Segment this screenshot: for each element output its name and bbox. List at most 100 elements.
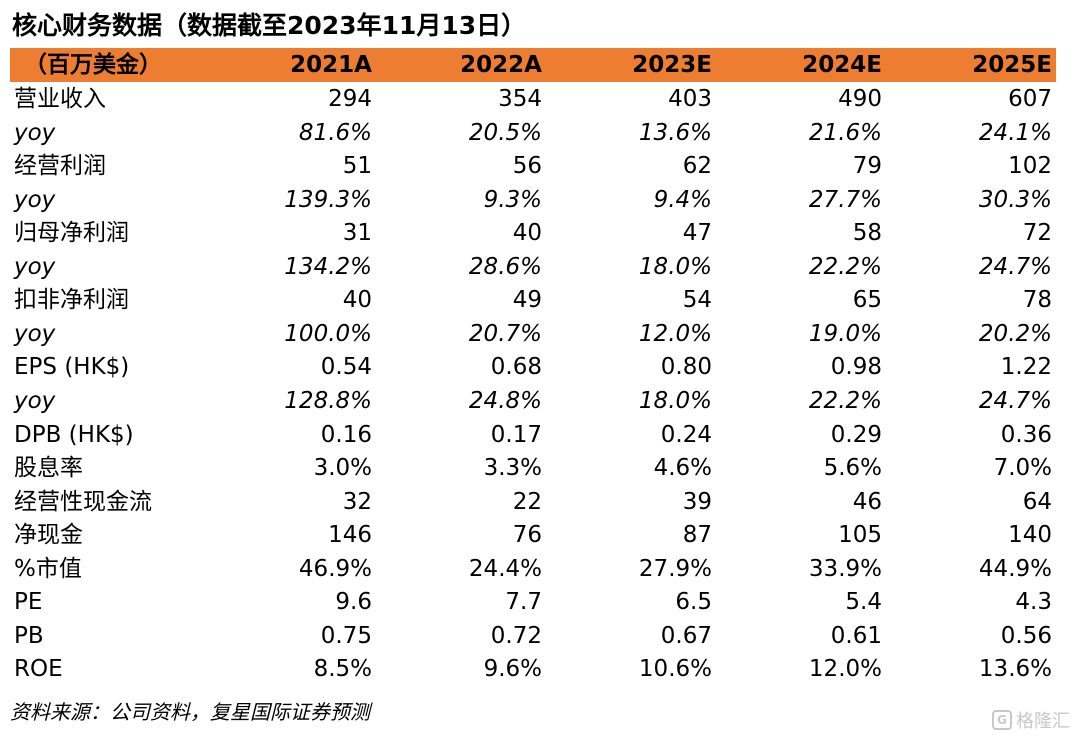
table-cell: 0.80: [660, 354, 712, 381]
table-cell: 403: [668, 86, 712, 112]
table-cell: 81.6%: [298, 119, 372, 146]
table-row-yoy: yoy 81.6% 20.5% 13.6% 21.6% 24.1%: [10, 116, 1056, 150]
table-row: 经营利润 51 56 62 79 102: [10, 149, 1056, 183]
watermark-logo-icon: G: [992, 710, 1012, 730]
table-cell: 49: [512, 287, 542, 314]
header-band: [10, 48, 1056, 82]
table-cell: 354: [498, 86, 542, 112]
table-cell: 13.6%: [638, 119, 712, 146]
table-cell: 20.7%: [468, 320, 542, 347]
column-header-2025e: 2025E: [972, 52, 1052, 78]
table-cell: 33.9%: [808, 555, 882, 582]
table-cell: 146: [328, 522, 372, 549]
table-cell: 100.0%: [284, 320, 372, 347]
table-cell: 0.29: [830, 421, 882, 448]
table-cell: 65: [852, 287, 882, 314]
table-cell: 4.6%: [653, 455, 712, 482]
table-cell: 0.36: [1000, 421, 1052, 448]
table-cell: 12.0%: [808, 656, 882, 683]
table-cell: 28.6%: [468, 253, 542, 280]
table-cell: 294: [328, 86, 372, 112]
table-cell: 9.4%: [653, 186, 712, 213]
row-label: ROE: [14, 656, 63, 683]
source-note: 资料来源：公司资料，复星国际证券预测: [10, 700, 370, 724]
row-label: PE: [14, 589, 43, 616]
table-row: DPB (HK$) 0.16 0.17 0.24 0.29 0.36: [10, 418, 1056, 452]
table-cell: 0.68: [490, 354, 542, 381]
table-cell: 3.3%: [483, 455, 542, 482]
row-label: EPS (HK$): [14, 354, 130, 381]
table-cell: 39: [682, 488, 712, 515]
table-cell: 27.9%: [638, 555, 712, 582]
table-cell: 139.3%: [284, 186, 372, 213]
table-cell: 21.6%: [808, 119, 882, 146]
column-header-2022a: 2022A: [460, 52, 542, 78]
table-title: 核心财务数据（数据截至2023年11月13日）: [12, 11, 527, 40]
table-cell: 0.61: [830, 622, 882, 649]
table-row: ROE 8.5% 9.6% 10.6% 12.0% 13.6%: [10, 652, 1056, 686]
table-cell: 9.3%: [483, 186, 542, 213]
table-cell: 24.7%: [978, 387, 1052, 414]
table-cell: 0.54: [320, 354, 372, 381]
table-cell: 56: [512, 153, 542, 180]
table-cell: 128.8%: [284, 387, 372, 414]
table-cell: 79: [852, 153, 882, 180]
table-cell: 0.67: [660, 622, 712, 649]
watermark: G 格隆汇: [992, 707, 1070, 733]
table-cell: 3.0%: [313, 455, 372, 482]
table-cell: 0.75: [320, 622, 372, 649]
table-cell: 8.5%: [313, 656, 372, 683]
column-header-2023e: 2023E: [632, 52, 712, 78]
row-label: 归母净利润: [14, 220, 129, 247]
row-label: 扣非净利润: [14, 287, 129, 314]
column-header-2024e: 2024E: [802, 52, 882, 78]
table-row: 归母净利润 31 40 47 58 72: [10, 216, 1056, 250]
table-cell: 62: [682, 153, 712, 180]
table-cell: 13.6%: [978, 656, 1052, 683]
table-cell: 134.2%: [284, 253, 372, 280]
table-cell: 54: [682, 287, 712, 314]
table-row-yoy: yoy 134.2% 28.6% 18.0% 22.2% 24.7%: [10, 250, 1056, 284]
row-label: 经营利润: [14, 153, 106, 180]
table-cell: 40: [342, 287, 372, 314]
table-cell: 64: [1022, 488, 1052, 515]
table-cell: 1.22: [1000, 354, 1052, 381]
row-label: DPB (HK$): [14, 421, 134, 448]
table-cell: 12.0%: [638, 320, 712, 347]
table-cell: 78: [1022, 287, 1052, 314]
row-label: yoy: [14, 253, 56, 280]
table-cell: 9.6: [335, 589, 372, 616]
row-label: yoy: [14, 186, 56, 213]
table-cell: 32: [342, 488, 372, 515]
table-cell: 20.2%: [978, 320, 1052, 347]
row-label: 股息率: [14, 455, 83, 482]
table-cell: 24.8%: [468, 387, 542, 414]
table-cell: 47: [682, 220, 712, 247]
table-cell: 31: [342, 220, 372, 247]
table-cell: 87: [682, 522, 712, 549]
header-row: （百万美金） 2021A 2022A 2023E 2024E 2025E: [10, 48, 1056, 82]
unit-label: （百万美金）: [24, 52, 162, 78]
table-cell: 22.2%: [808, 253, 882, 280]
table-row: PE 9.6 7.7 6.5 5.4 4.3: [10, 585, 1056, 619]
table-cell: 30.3%: [978, 186, 1052, 213]
table-row: 经营性现金流 32 22 39 46 64: [10, 485, 1056, 519]
table-row: EPS (HK$) 0.54 0.68 0.80 0.98 1.22: [10, 350, 1056, 384]
table-cell: 9.6%: [483, 656, 542, 683]
table-row-yoy: yoy 100.0% 20.7% 12.0% 19.0% 20.2%: [10, 317, 1056, 351]
table-cell: 6.5: [675, 589, 712, 616]
table-cell: 0.16: [320, 421, 372, 448]
table-row-yoy: yoy 139.3% 9.3% 9.4% 27.7% 30.3%: [10, 183, 1056, 217]
table-cell: 72: [1022, 220, 1052, 247]
table-cell: 58: [852, 220, 882, 247]
row-label: yoy: [14, 387, 56, 414]
table-row: 营业收入 294 354 403 490 607: [10, 82, 1056, 116]
table-cell: 46: [852, 488, 882, 515]
table-row-yoy: yoy 128.8% 24.8% 18.0% 22.2% 24.7%: [10, 384, 1056, 418]
table-cell: 44.9%: [978, 555, 1052, 582]
table-cell: 19.0%: [808, 320, 882, 347]
table-cell: 22.2%: [808, 387, 882, 414]
table-cell: 51: [342, 153, 372, 180]
row-label: yoy: [14, 320, 56, 347]
table-cell: 5.6%: [823, 455, 882, 482]
